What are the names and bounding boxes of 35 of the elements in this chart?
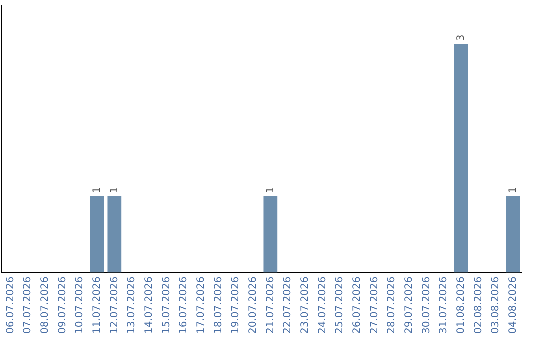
- x-tick-label: 23.07.2026: [300, 276, 311, 334]
- x-tick-label: 10.07.2026: [74, 276, 86, 334]
- x-tick-label: 12.07.2026: [109, 276, 120, 334]
- x-tick-label: 11.07.2026: [92, 276, 103, 334]
- data-label: 1: [109, 187, 120, 194]
- x-tick-label: 04.08.2026: [508, 276, 519, 334]
- x-tick-label: 15.07.2026: [161, 276, 172, 334]
- x-tick-label: 25.07.2026: [334, 276, 346, 334]
- x-tick-label: 31.07.2026: [438, 276, 450, 334]
- x-tick-label: 27.07.2026: [369, 276, 380, 334]
- x-tick-label: 22.07.2026: [282, 276, 294, 334]
- x-tick-label: 26.07.2026: [352, 276, 363, 334]
- x-tick-label: 30.07.2026: [421, 276, 432, 334]
- x-tick-label: 02.08.2026: [473, 276, 484, 334]
- x-tick-label: 01.08.2026: [456, 276, 467, 334]
- x-tick-label: 21.07.2026: [265, 276, 276, 334]
- x-tick-label: 08.07.2026: [40, 276, 51, 334]
- x-tick-label: 17.07.2026: [196, 276, 207, 334]
- x-tick-label: 19.07.2026: [230, 276, 242, 334]
- x-tick-label: 20.07.2026: [248, 276, 259, 334]
- x-tick-label: 06.07.2026: [5, 276, 16, 334]
- x-tick-label: 09.07.2026: [57, 276, 68, 334]
- data-label: 1: [92, 187, 103, 194]
- x-tick-label: 07.07.2026: [22, 276, 34, 334]
- data-label: 3: [456, 34, 467, 42]
- x-tick-label: 24.07.2026: [317, 276, 328, 334]
- x-tick-label: 14.07.2026: [144, 276, 155, 334]
- x-tick-label: 03.08.2026: [490, 276, 502, 334]
- data-label: 1: [265, 187, 276, 194]
- data-label: 1: [508, 187, 519, 194]
- x-tick-label: 16.07.2026: [178, 276, 190, 334]
- x-tick-label: 28.07.2026: [386, 276, 398, 334]
- x-tick-label: 29.07.2026: [404, 276, 415, 334]
- x-tick-label: 13.07.2026: [126, 276, 138, 334]
- x-tick-label: 18.07.2026: [213, 276, 224, 334]
